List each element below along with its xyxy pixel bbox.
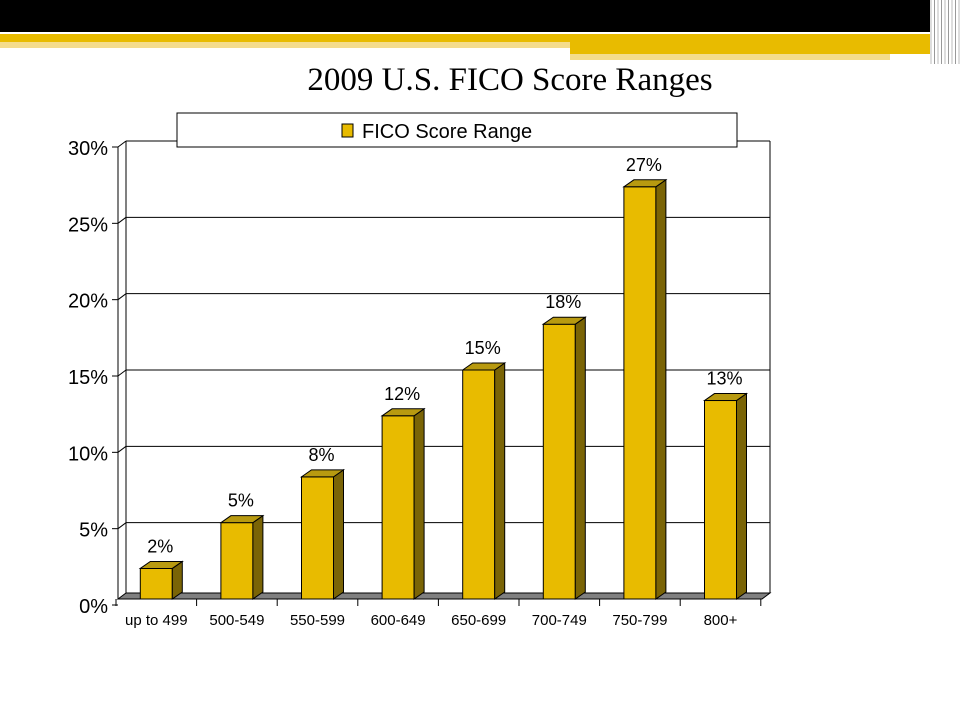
bar-front [704,400,737,600]
y-tick-label: 20% [68,291,108,313]
data-label: 12% [384,384,420,404]
data-label: 15% [465,338,501,358]
data-label: 5% [228,491,254,511]
top-band-stripes [930,0,960,64]
bar [219,514,265,600]
bar-front [381,415,415,600]
x-axis-categories: up to 499 500-549 550-599 600-649 650-699 700… [115,599,762,629]
bar-top [219,515,265,524]
legend-box [176,112,738,148]
top-band-dark [0,0,960,32]
bar-side [252,514,264,600]
top-band-gold [0,34,930,42]
y-tick-label: 30% [68,138,108,160]
bar-top [622,179,668,188]
gridline-side [117,293,127,301]
data-label: 8% [308,445,334,465]
gridline-side [117,140,127,148]
bar-front [139,567,173,600]
bar-side [655,178,667,600]
x-category-label: 550-599 [290,612,345,629]
x-category-label: 700-749 [532,612,587,629]
x-category-label: 600-649 [371,612,426,629]
bar-front [301,476,334,600]
bar [461,362,507,600]
bar [622,178,668,600]
bar-top [541,316,587,325]
slide-title: 2009 U.S. FICO Score Ranges [307,62,713,98]
x-category-label: up to 499 [125,612,188,629]
data-label: 18% [545,292,581,312]
bar-front [220,522,254,600]
x-category-label: 500-549 [209,612,264,629]
y-tick-label: 0% [79,596,108,618]
x-category-label: 800+ [704,612,738,629]
bar [541,316,587,600]
bar-top [461,362,507,371]
bar-top [138,560,184,569]
bar-side [494,362,506,600]
legend-label: FICO Score Range [362,121,532,143]
gridline-side [117,216,127,224]
gridlines [117,140,770,530]
bar [702,392,749,600]
gridline-side [117,522,127,530]
data-labels: 2% 5% 8% 12% 15% 18% 27% 13% [147,155,742,557]
bar-front [623,186,657,600]
bar [138,560,184,600]
x-category-label: 650-699 [451,612,506,629]
bar-side [333,468,344,600]
top-band-gold-lower [570,42,930,54]
y-tick-label: 5% [79,520,108,542]
bar-front [542,323,576,600]
bar-top [702,393,749,402]
data-label: 13% [706,369,742,389]
top-band-light [0,42,570,48]
legend: FICO Score Range [176,112,738,148]
bar-side [413,407,425,600]
bar [299,468,346,600]
y-tick-label: 15% [68,367,108,389]
x-category-label: 750-799 [612,612,667,629]
bar-top [299,469,346,478]
data-label: 2% [147,536,173,556]
bar [380,407,426,600]
y-axis-ticks: 0% 5% 10% 15% 20% 25% 30% [68,138,118,618]
top-band-light-lower [570,54,890,60]
data-label: 27% [626,155,662,175]
gridline-side [117,369,127,377]
bar-side [736,392,747,600]
bar-front [462,369,496,600]
chart-floor [116,592,772,600]
y-tick-label: 10% [68,443,108,465]
y-tick-label: 25% [68,214,108,236]
gridline-side [117,445,127,453]
bar-top [380,408,426,417]
bars [138,178,749,600]
bar-side [574,316,586,600]
legend-swatch [341,123,354,138]
